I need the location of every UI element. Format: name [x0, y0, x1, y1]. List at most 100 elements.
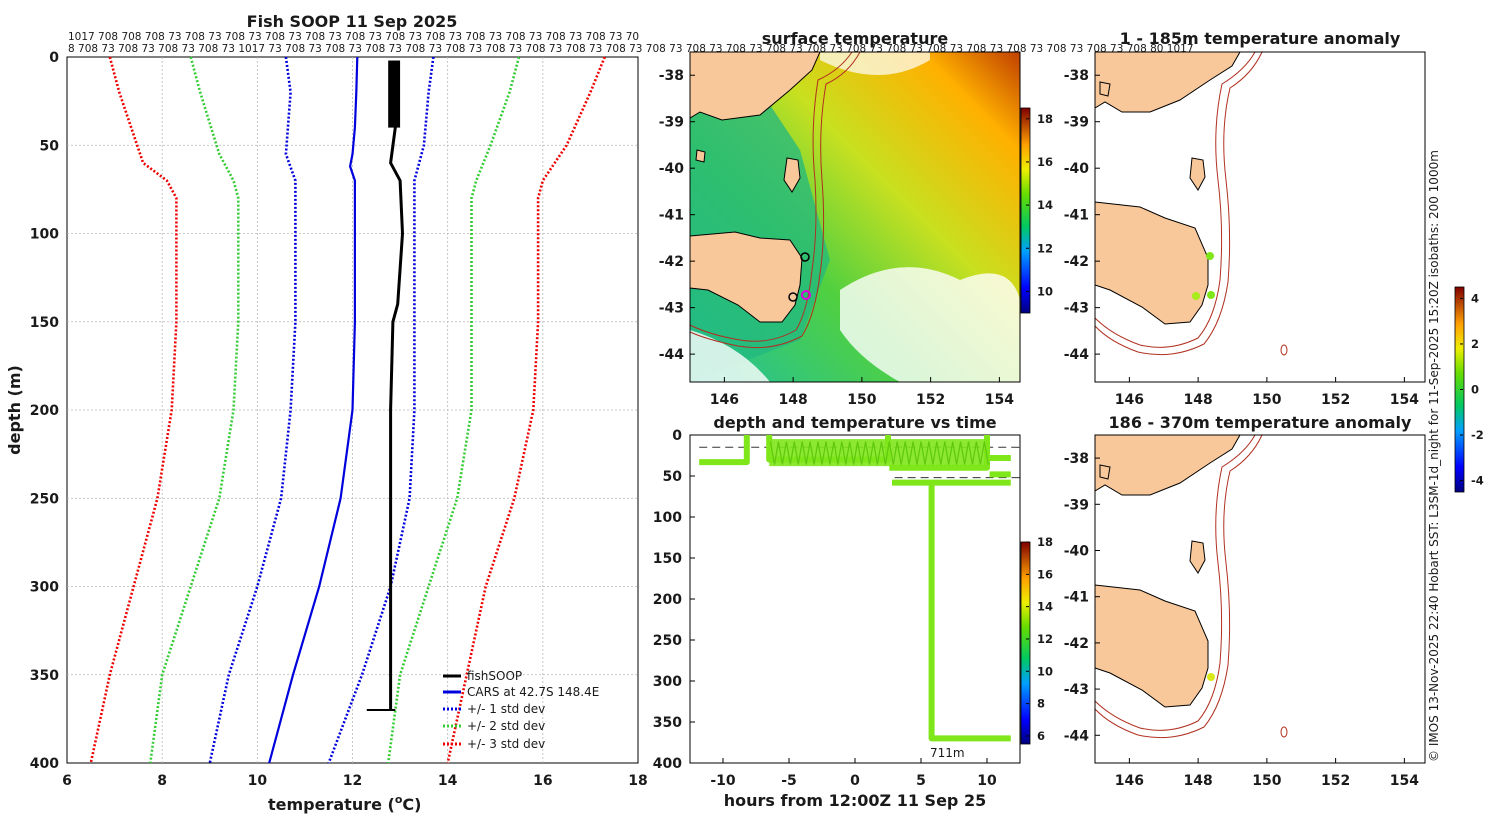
- profile-xtick-label: 8: [157, 773, 167, 789]
- anomaly-shallow-isobath-200: [1094, 51, 1256, 348]
- profile-lines: [89, 56, 606, 764]
- colorbar-tick-label: 12: [1037, 241, 1053, 255]
- colorbar-tick-label: 8: [1037, 697, 1045, 711]
- profile-ytick-label: 400: [30, 756, 59, 772]
- map-ytick-label: -41: [1064, 208, 1089, 224]
- map-xtick-label: 150: [1252, 392, 1281, 408]
- map-ytick-label: -39: [659, 115, 684, 131]
- map-ytick-label: -43: [1064, 301, 1089, 317]
- profile-series--1-std: [327, 56, 435, 764]
- time-ytick-label: 350: [653, 715, 682, 731]
- profile-xtick-label: 6: [62, 773, 72, 789]
- colorbar-tick-label: 2: [1471, 337, 1479, 351]
- time-xtick-label: 10: [977, 773, 997, 789]
- time-xtick-label: 5: [916, 773, 926, 789]
- time-xtick-label: 0: [850, 773, 860, 789]
- anomaly-colorbar-ticks: 4 2 0 -2 -4: [1460, 291, 1484, 488]
- colorbar-tick-label: 6: [1037, 729, 1045, 743]
- profile-xtick-label: 16: [533, 773, 552, 789]
- time-ytick-label: 50: [663, 469, 683, 485]
- anomaly-deep-isobath-1000: [1094, 434, 1263, 739]
- profile-top-labels-2: 8 708 73 708 73 708 73 708 73 1017 73 70…: [68, 43, 1194, 55]
- anomaly-shallow-title: 1 - 185m temperature anomaly: [1120, 29, 1401, 48]
- land-tasmania: [1094, 201, 1209, 325]
- legend-std3: +/- 3 std dev: [467, 737, 545, 751]
- profile-xlabel: temperature (oC): [268, 793, 421, 814]
- profile-xtick-label: 18: [628, 773, 647, 789]
- profile-ytick-label: 250: [30, 491, 59, 507]
- anomaly-shallow-panel: 146 148 150 152 154-38-39-40-41-42-43-44 1 -…: [1064, 29, 1484, 493]
- map-ytick-label: -42: [659, 254, 684, 270]
- sst-ticks: 146 148 150 152 154 -38 -39 -40 -41 -42 -43 -44: [659, 68, 1015, 408]
- land-tasmania: [689, 231, 803, 323]
- profile-grid: [67, 57, 638, 763]
- seamount-contour: [1280, 726, 1288, 738]
- map-xtick-label: 146: [710, 392, 739, 408]
- map-xtick-label: 148: [1184, 392, 1213, 408]
- sst-map-panel: 146 148 150 152 154 -38 -39 -40 -41 -42 -43 -44 sur…: [659, 29, 1053, 408]
- land-victoria: [1094, 51, 1241, 113]
- time-dive-zigzag: [769, 441, 989, 465]
- colorbar-tick-label: 16: [1037, 155, 1053, 169]
- profile-ytick-label: 0: [49, 50, 59, 66]
- anomaly-shallow-ticks: 146 148 150 152 154 -38 -39 -40 -41 -42 -43 -44: [1064, 68, 1420, 408]
- anomaly-colorbar: [1454, 286, 1465, 493]
- map-xtick-label: 150: [847, 392, 876, 408]
- map-ytick-label: -38: [659, 68, 684, 84]
- colorbar-tick-label: 16: [1037, 567, 1053, 581]
- land-flinders-island: [1189, 157, 1206, 191]
- land-tasmania: [1094, 584, 1209, 708]
- profile-title: Fish SOOP 11 Sep 2025: [247, 12, 458, 31]
- colorbar-tick-label: 18: [1037, 535, 1053, 549]
- map-xtick-label: 146: [1115, 773, 1144, 789]
- profile-top-labels-1: 1017 708 708 708 73 708 73 708 73 708 73…: [68, 31, 639, 43]
- map-ytick-label: -43: [1064, 682, 1089, 698]
- profile-xtick-label: 12: [343, 773, 362, 789]
- map-ytick-label: -44: [1064, 728, 1090, 744]
- sst-current-position-marker: [801, 290, 811, 300]
- colorbar-tick-label: 14: [1037, 600, 1053, 614]
- profile-ticks: 6 8 10 12 14 16 18 0 50 100 150 200 250 300 350 400: [30, 50, 648, 789]
- map-ytick-label: -40: [1064, 161, 1090, 177]
- colorbar-tick-label: 18: [1037, 112, 1053, 126]
- map-ytick-label: -40: [659, 161, 685, 177]
- time-axes-box: [689, 434, 1021, 764]
- land-flinders-island: [783, 157, 801, 193]
- anomaly-deep-isobath-200: [1094, 434, 1256, 731]
- map-xtick-label: 152: [1321, 392, 1350, 408]
- legend-std1: +/- 1 std dev: [467, 702, 545, 716]
- legend-fishsoop: fishSOOP: [467, 669, 522, 683]
- time-swath: [699, 435, 1011, 742]
- time-swath-segment: [928, 482, 1011, 742]
- time-title: depth and temperature vs time: [713, 413, 996, 432]
- map-ytick-label: -38: [1064, 451, 1089, 467]
- map-xtick-label: 154: [1390, 773, 1419, 789]
- legend-cars: CARS at 42.7S 148.4E: [467, 685, 599, 699]
- map-ytick-label: -44: [659, 347, 685, 363]
- colorbar-tick-label: -4: [1471, 474, 1484, 488]
- anomaly-shallow-point: [1207, 291, 1215, 299]
- sst-isobath-1000: [689, 51, 861, 349]
- map-xtick-label: 152: [1321, 773, 1350, 789]
- anomaly-shallow-point: [1206, 252, 1214, 260]
- colorbar-tick-label: 10: [1037, 664, 1053, 678]
- map-xtick-label: 150: [1252, 773, 1281, 789]
- map-ytick-label: -42: [1064, 636, 1089, 652]
- time-colorbar-ticks: 18 16 14 12 10 8 6: [1026, 535, 1053, 743]
- profile-ytick-label: 200: [30, 403, 59, 419]
- profile-ytick-label: 300: [30, 580, 59, 596]
- sst-title: surface temperature: [762, 29, 949, 48]
- map-ytick-label: -41: [1064, 590, 1089, 606]
- colorbar-tick-label: 14: [1037, 198, 1053, 212]
- map-xtick-label: 152: [916, 392, 945, 408]
- map-ytick-label: -44: [1064, 347, 1090, 363]
- time-annotation-711m: 711m: [930, 746, 965, 760]
- land-king-island: [695, 149, 706, 163]
- anomaly-shallow-isobath-1000: [1094, 51, 1263, 356]
- anomaly-shallow-axes-box: [1094, 51, 1426, 383]
- map-xtick-label: 154: [985, 392, 1014, 408]
- sst-colorbar: [1020, 107, 1031, 314]
- map-ytick-label: -43: [659, 301, 684, 317]
- map-ytick-label: -38: [1064, 68, 1089, 84]
